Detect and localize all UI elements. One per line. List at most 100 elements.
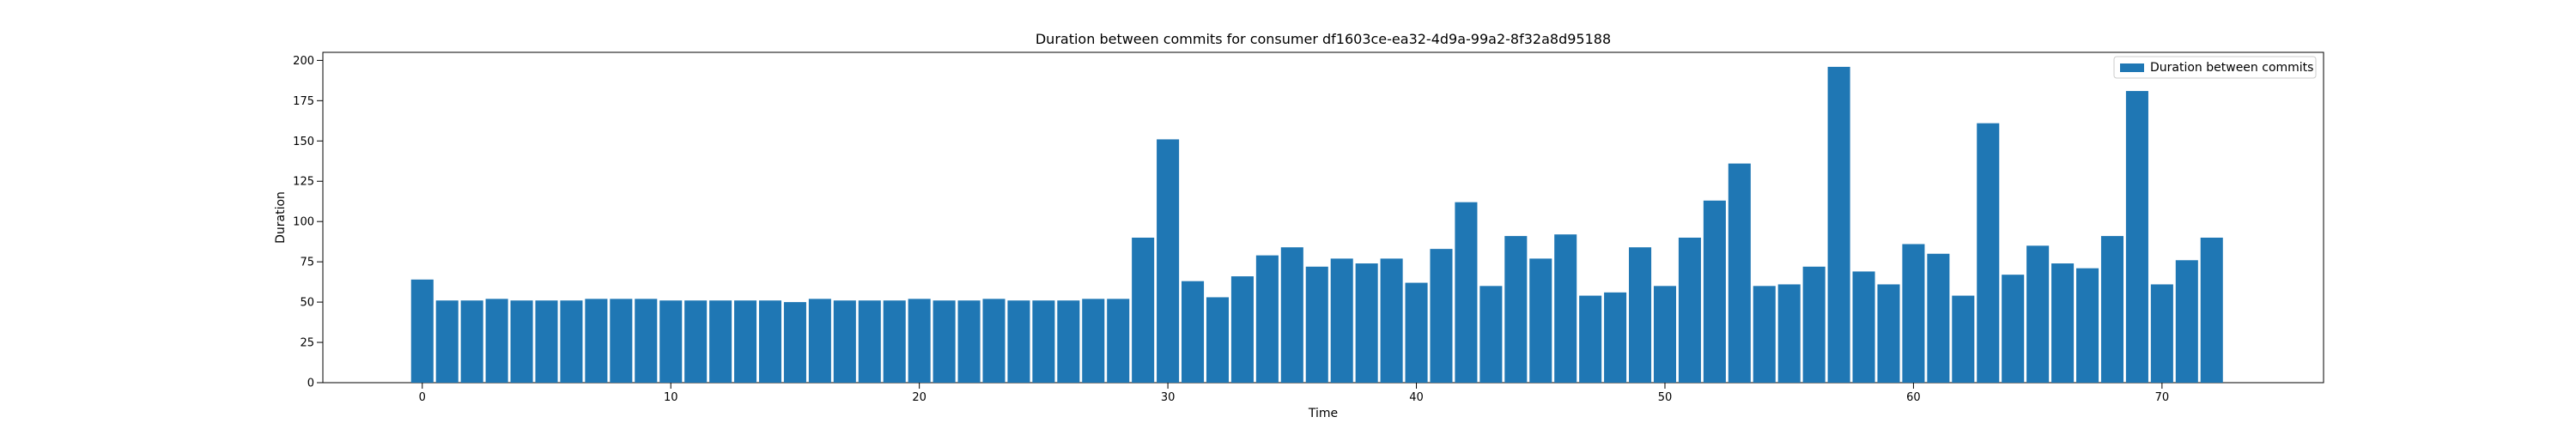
bar bbox=[908, 299, 931, 383]
y-tick-label: 150 bbox=[293, 136, 314, 148]
bar bbox=[808, 299, 831, 383]
bar bbox=[2002, 275, 2025, 383]
x-ticks: 0 10 20 30 40 50 60 70 bbox=[419, 383, 2170, 404]
bar bbox=[1107, 299, 1130, 383]
bar bbox=[933, 300, 956, 383]
bar bbox=[1032, 300, 1055, 383]
bar bbox=[2051, 263, 2075, 383]
bar bbox=[1927, 253, 1950, 383]
legend-swatch bbox=[2120, 63, 2144, 72]
y-ticks: 0 25 50 75 100 125 150 175 200 bbox=[293, 55, 323, 390]
bar bbox=[858, 300, 881, 383]
bar bbox=[1157, 139, 1180, 384]
x-tick-label: 20 bbox=[912, 391, 927, 404]
legend-entry: Duration between commits bbox=[2150, 61, 2313, 75]
bar bbox=[1132, 237, 1155, 383]
legend-box bbox=[2113, 56, 2317, 79]
bar bbox=[460, 300, 483, 383]
x-tick-label: 30 bbox=[1161, 391, 1176, 404]
bar bbox=[535, 300, 558, 383]
bar bbox=[1678, 237, 1701, 383]
y-axis-label: Duration bbox=[274, 191, 288, 244]
bar bbox=[1057, 300, 1080, 383]
bar bbox=[1529, 258, 1552, 383]
y-tick-label: 125 bbox=[293, 176, 314, 189]
bar bbox=[1952, 295, 1975, 383]
bar bbox=[1852, 271, 1875, 383]
bar bbox=[1703, 200, 1726, 383]
bars-group bbox=[410, 66, 2223, 384]
bar bbox=[2200, 237, 2223, 383]
bar bbox=[1330, 258, 1353, 383]
bar bbox=[758, 300, 782, 383]
bar bbox=[1280, 247, 1303, 383]
bar bbox=[684, 300, 708, 383]
bar bbox=[1082, 299, 1105, 383]
y-tick-label: 175 bbox=[293, 95, 314, 108]
chart-title: Duration between commits for consumer df… bbox=[1036, 31, 1611, 47]
bar bbox=[1777, 284, 1801, 383]
y-tick-label: 0 bbox=[307, 378, 314, 390]
bar bbox=[1355, 263, 1378, 383]
bar bbox=[1182, 281, 1205, 383]
bar bbox=[635, 299, 658, 383]
bar bbox=[1255, 255, 1279, 383]
x-tick-label: 70 bbox=[2155, 391, 2170, 404]
x-tick-label: 60 bbox=[1906, 391, 1921, 404]
bar bbox=[833, 300, 856, 383]
x-tick-label: 0 bbox=[419, 391, 426, 404]
bar bbox=[1802, 266, 1826, 383]
bar bbox=[1604, 292, 1627, 383]
bar bbox=[659, 300, 683, 383]
bar bbox=[783, 302, 806, 383]
x-axis-label: Time bbox=[1308, 407, 1338, 420]
bar bbox=[1902, 244, 1925, 383]
y-tick-label: 200 bbox=[293, 55, 314, 68]
bar bbox=[957, 300, 981, 383]
bar bbox=[2150, 284, 2173, 383]
bar bbox=[1977, 123, 2000, 383]
bar bbox=[1206, 297, 1230, 383]
bar bbox=[1653, 286, 1677, 383]
bar bbox=[1405, 282, 1428, 383]
y-tick-label: 100 bbox=[293, 216, 314, 229]
bar bbox=[2100, 236, 2123, 383]
bar bbox=[1877, 284, 1900, 383]
x-tick-label: 10 bbox=[664, 391, 678, 404]
bar bbox=[883, 300, 906, 383]
bar bbox=[1007, 300, 1030, 383]
bar bbox=[1504, 236, 1528, 383]
bar bbox=[1430, 249, 1453, 383]
y-tick-label: 75 bbox=[300, 257, 314, 269]
x-tick-label: 50 bbox=[1658, 391, 1673, 404]
bar bbox=[1305, 266, 1328, 383]
bar bbox=[2076, 268, 2099, 383]
bar bbox=[2175, 260, 2198, 383]
bar bbox=[982, 299, 1005, 383]
bar bbox=[560, 300, 583, 383]
bar bbox=[1554, 234, 1577, 383]
bar bbox=[610, 299, 633, 383]
legend: Duration between commits bbox=[2113, 56, 2317, 79]
bar bbox=[1629, 247, 1652, 383]
y-tick-label: 50 bbox=[300, 297, 314, 310]
y-tick-label: 25 bbox=[300, 337, 314, 350]
bar bbox=[435, 300, 459, 383]
bar bbox=[1230, 276, 1254, 383]
bar bbox=[709, 300, 732, 383]
bar bbox=[2125, 91, 2148, 383]
bar bbox=[2026, 245, 2050, 383]
bar bbox=[1479, 286, 1503, 383]
bar bbox=[1728, 163, 1751, 383]
bar bbox=[585, 299, 608, 383]
bar bbox=[734, 300, 757, 383]
bar bbox=[1753, 286, 1776, 383]
bar bbox=[1827, 66, 1850, 383]
bar bbox=[510, 300, 533, 383]
bar bbox=[1455, 202, 1478, 383]
x-tick-label: 40 bbox=[1409, 391, 1424, 404]
bar bbox=[485, 299, 508, 383]
bar bbox=[410, 279, 434, 383]
